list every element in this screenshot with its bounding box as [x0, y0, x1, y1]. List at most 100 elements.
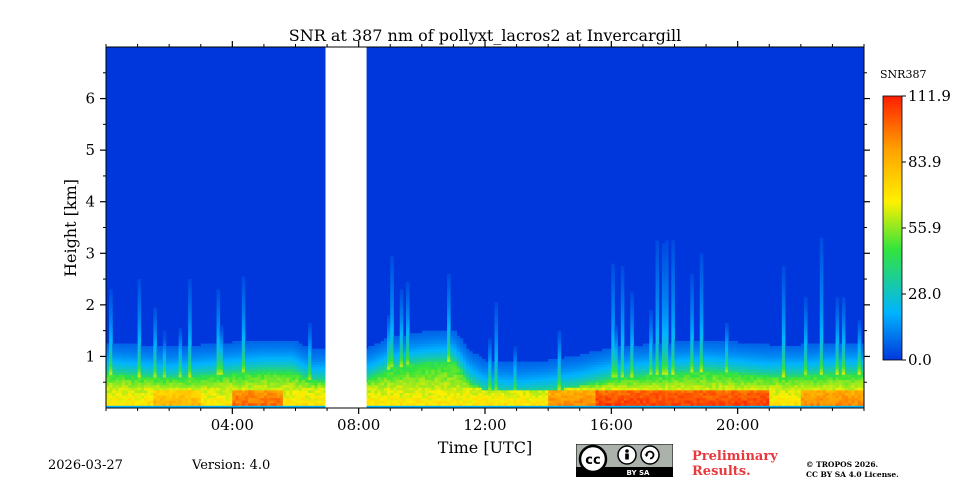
- heatmap-cell: [418, 333, 423, 337]
- heatmap-cell: [387, 379, 391, 383]
- heatmap-cell: [649, 353, 653, 357]
- heatmap-cell: [611, 361, 615, 365]
- heatmap-cell: [431, 346, 435, 350]
- heatmap-cell: [608, 377, 612, 381]
- heatmap-cell: [320, 374, 325, 378]
- heatmap-cell: [314, 405, 319, 408]
- heatmap-cell: [153, 366, 157, 370]
- heatmap-cell: [671, 338, 675, 342]
- heatmap-cell: [380, 343, 385, 347]
- heatmap-cell: [579, 359, 584, 362]
- heatmap-cell: [462, 371, 467, 375]
- heatmap-cell: [166, 346, 170, 350]
- heatmap-cell: [387, 402, 391, 406]
- heatmap-cell: [623, 384, 628, 388]
- heatmap-cell: [661, 361, 666, 365]
- heatmap-cell: [440, 395, 445, 399]
- heatmap-cell: [661, 248, 666, 252]
- heatmap-cell: [605, 371, 609, 375]
- heatmap-cell: [655, 343, 660, 347]
- heatmap-cell: [437, 366, 442, 370]
- heatmap-cell: [169, 389, 173, 393]
- heatmap-cell: [207, 389, 211, 393]
- heatmap-cell: [557, 333, 562, 337]
- heatmap-cell: [595, 384, 600, 388]
- heatmap-cell: [545, 402, 549, 406]
- heatmap-cell: [443, 366, 448, 370]
- heatmap-cell: [257, 348, 262, 352]
- heatmap-cell: [677, 382, 682, 386]
- heatmap-cell: [652, 400, 656, 404]
- heatmap-cell: [380, 377, 385, 381]
- heatmap-cell: [406, 333, 410, 337]
- heatmap-cell: [109, 294, 113, 298]
- heatmap-cell: [270, 395, 274, 399]
- heatmap-cell: [270, 384, 274, 388]
- heatmap-cell: [109, 389, 113, 393]
- heatmap-cell: [494, 320, 499, 324]
- heatmap-cell: [188, 328, 192, 332]
- heatmap-cell: [507, 400, 511, 404]
- heatmap-cell: [532, 364, 536, 368]
- heatmap-cell: [630, 397, 634, 401]
- heatmap-cell: [289, 384, 293, 388]
- heatmap-cell: [115, 359, 120, 362]
- heatmap-cell: [665, 284, 669, 288]
- heatmap-cell: [248, 359, 252, 362]
- heatmap-cell: [229, 343, 233, 347]
- heatmap-cell: [459, 371, 464, 375]
- heatmap-cell: [156, 346, 161, 350]
- heatmap-cell: [159, 382, 164, 386]
- heatmap-cell: [390, 289, 394, 293]
- heatmap-cell: [589, 402, 593, 406]
- heatmap-cell: [143, 361, 148, 365]
- heatmap-cell: [557, 351, 562, 355]
- heatmap-cell: [251, 400, 255, 404]
- heatmap-cell: [213, 359, 217, 362]
- heatmap-cell: [219, 384, 224, 388]
- heatmap-cell: [380, 402, 385, 406]
- heatmap-cell: [383, 392, 388, 396]
- heatmap-cell: [646, 371, 650, 375]
- heatmap-cell: [592, 382, 596, 386]
- heatmap-cell: [633, 387, 637, 391]
- heatmap-cell: [668, 405, 672, 408]
- heatmap-cell: [244, 371, 249, 375]
- heatmap-cell: [450, 366, 454, 370]
- heatmap-cell: [188, 297, 192, 301]
- heatmap-cell: [368, 369, 372, 373]
- heatmap-cell: [308, 328, 312, 332]
- heatmap-cell: [611, 395, 615, 399]
- heatmap-cell: [548, 389, 552, 393]
- heatmap-cell: [257, 392, 262, 396]
- heatmap-cell: [188, 317, 192, 321]
- heatmap-cell: [178, 369, 183, 373]
- heatmap-cell: [450, 335, 454, 339]
- heatmap-cell: [503, 405, 508, 408]
- heatmap-cell: [383, 395, 388, 399]
- heatmap-cell: [661, 356, 666, 360]
- heatmap-cell: [399, 366, 404, 370]
- heatmap-cell: [551, 369, 555, 373]
- heatmap-cell: [147, 392, 151, 396]
- heatmap-cell: [592, 371, 596, 375]
- heatmap-cell: [267, 384, 271, 388]
- heatmap-cell: [320, 392, 325, 396]
- heatmap-cell: [431, 364, 435, 368]
- heatmap-cell: [661, 273, 666, 277]
- heatmap-cell: [447, 351, 451, 355]
- heatmap-cell: [500, 402, 505, 406]
- heatmap-cell: [447, 387, 451, 391]
- heatmap-cell: [396, 374, 401, 378]
- heatmap-cell: [582, 400, 587, 404]
- heatmap-cell: [131, 402, 135, 406]
- heatmap-cell: [608, 356, 612, 360]
- heatmap-cell: [402, 343, 407, 347]
- heatmap-cell: [614, 351, 619, 355]
- heatmap-cell: [175, 392, 180, 396]
- heatmap-cell: [485, 382, 489, 386]
- heatmap-cell: [308, 343, 312, 347]
- heatmap-cell: [270, 340, 274, 344]
- heatmap-cell: [109, 387, 113, 391]
- heatmap-cell: [295, 351, 300, 355]
